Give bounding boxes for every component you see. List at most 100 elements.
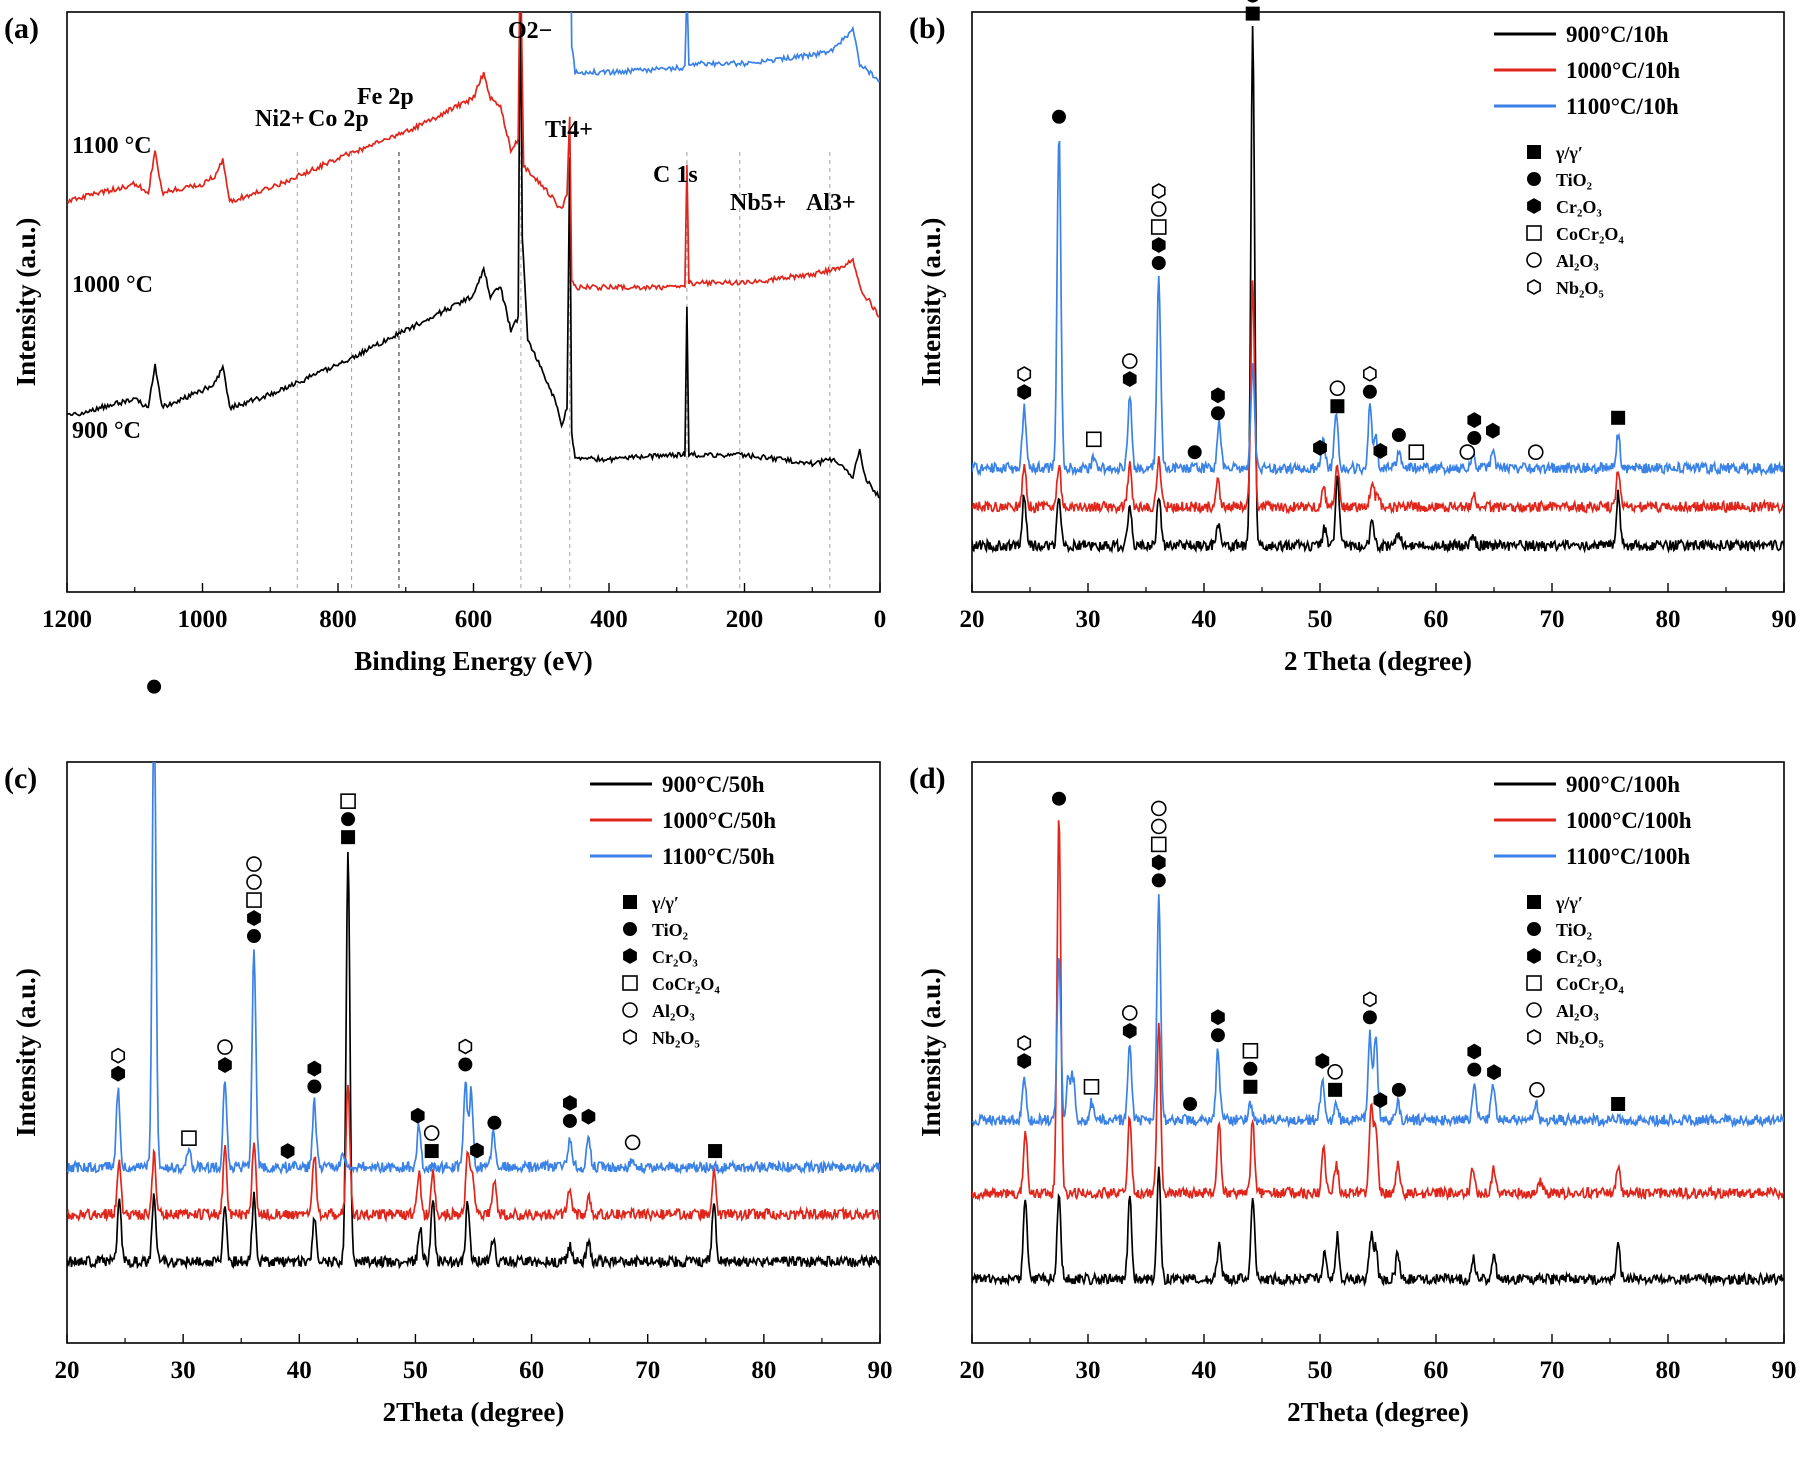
marker-tio2 — [1210, 406, 1225, 421]
marker-al2o3 — [1329, 380, 1346, 397]
marker-tio2 — [458, 1057, 473, 1072]
phase-legend-label: TiO₂ — [1556, 920, 1592, 940]
marker-nb2o5 — [1363, 991, 1377, 1008]
marker-cr2o3 — [1211, 387, 1225, 404]
legend-label: 1100°C/100h — [1566, 844, 1690, 869]
curve-label: 900 °C — [72, 418, 141, 444]
marker-cr2o3 — [1211, 1009, 1225, 1026]
marker-al2o3 — [423, 1125, 440, 1141]
panel-d: (d) 20 30 40 50 60 70 80 90 2Theta (degree) Intens… — [909, 761, 1797, 1427]
x-tick-label: 50 — [403, 1357, 428, 1384]
marker-gamma — [1330, 399, 1345, 414]
marker-tio2 — [1362, 384, 1377, 399]
marker-cocr2o4 — [340, 793, 356, 809]
legend-label: 1000°C/50h — [662, 808, 776, 833]
marker-al2o3 — [246, 874, 262, 890]
x-axis-label: 2Theta (degree) — [383, 1397, 565, 1427]
marker-cr2o3 — [1313, 439, 1327, 456]
marker-tio2 — [1362, 1010, 1377, 1025]
marker-al2o3 — [1526, 252, 1542, 268]
x-tick-label: 0 — [874, 606, 887, 633]
series-line-1 — [67, 12, 880, 319]
legend-label: 900°C/10h — [1566, 22, 1669, 47]
marker-cocr2o4 — [1526, 975, 1542, 991]
plot-area — [67, 12, 880, 592]
curve-label: 1000 °C — [72, 272, 153, 298]
series-line-2 — [972, 894, 1784, 1129]
x-tick-label: 60 — [519, 1357, 544, 1384]
series-line-2 — [570, 12, 880, 83]
marker-cr2o3 — [1151, 854, 1166, 871]
panel-label: (b) — [909, 12, 946, 45]
marker-cr2o3 — [1151, 237, 1166, 253]
marker-cr2o3 — [1467, 412, 1482, 429]
phase-legend-label: γ/γ′ — [651, 893, 679, 913]
x-tick-label: 30 — [1076, 1357, 1101, 1384]
x-tick-label: 1000 — [178, 606, 228, 633]
marker-tio2 — [246, 929, 261, 944]
marker-tio2 — [1527, 172, 1541, 186]
phase-legend-label: Al₂O₃ — [1556, 251, 1599, 271]
marker-tio2 — [1467, 431, 1482, 446]
marker-tio2 — [1243, 1061, 1258, 1076]
marker-tio2 — [562, 1113, 577, 1128]
marker-nb2o5 — [1151, 183, 1166, 199]
marker-gamma — [1527, 895, 1541, 909]
marker-al2o3 — [1150, 800, 1167, 817]
marker-cr2o3 — [1487, 1064, 1501, 1081]
x-tick-label: 1200 — [42, 606, 92, 633]
marker-tio2 — [307, 1079, 322, 1094]
series-line-1 — [972, 820, 1784, 1202]
marker-tio2 — [1247, 0, 1259, 3]
series-line-1 — [972, 280, 1784, 515]
marker-cr2o3 — [1122, 371, 1137, 388]
x-tick-label: 50 — [1308, 1357, 1333, 1384]
marker-cr2o3 — [218, 1057, 232, 1074]
x-tick-label: 40 — [1192, 606, 1217, 633]
marker-nb2o5 — [1363, 365, 1377, 382]
marker-tio2 — [1151, 873, 1166, 888]
x-tick-label: 70 — [1540, 1357, 1565, 1384]
panel-label: (d) — [909, 762, 946, 795]
phase-legend-label: Al₂O₃ — [652, 1001, 695, 1021]
x-axis-label: 2 Theta (degree) — [1284, 646, 1472, 676]
y-axis-label: Intensity (a.u.) — [11, 968, 41, 1137]
phase-legend-label: TiO₂ — [1556, 170, 1592, 190]
marker-gamma — [1328, 1082, 1343, 1097]
phase-legend-label: Cr₂O₃ — [1556, 197, 1602, 217]
series-line-0 — [67, 851, 880, 1271]
marker-cocr2o4 — [1150, 219, 1167, 235]
marker-al2o3 — [622, 1002, 638, 1018]
y-axis-label: Intensity (a.u.) — [916, 968, 946, 1137]
marker-cocr2o4 — [246, 892, 262, 908]
series-line-0 — [972, 1166, 1784, 1288]
series-line-2 — [67, 762, 880, 1176]
x-tick-label: 60 — [1424, 606, 1449, 633]
marker-cocr2o4 — [1526, 225, 1542, 241]
marker-gamma — [1245, 6, 1260, 21]
marker-al2o3 — [1121, 353, 1138, 369]
phase-legend-label: γ/γ′ — [1555, 893, 1583, 913]
marker-cr2o3 — [623, 948, 637, 964]
legend-label: 1000°C/10h — [1566, 58, 1680, 83]
x-tick-label: 50 — [1308, 606, 1333, 633]
phase-legend-label: CoCr₂O₄ — [652, 974, 720, 994]
y-axis-label: Intensity (a.u.) — [916, 218, 946, 387]
series-line-1 — [67, 1084, 880, 1223]
marker-cocr2o4 — [1242, 1042, 1259, 1059]
marker-al2o3 — [246, 856, 262, 872]
marker-cr2o3 — [111, 1065, 125, 1082]
reference-label: Ni2+ — [255, 106, 305, 132]
x-tick-label: 20 — [960, 1357, 985, 1384]
phase-legend-label: CoCr₂O₄ — [1556, 224, 1624, 244]
x-tick-label: 80 — [1656, 1357, 1681, 1384]
reference-label: Nb5+ — [730, 190, 786, 216]
marker-cr2o3 — [1315, 1053, 1330, 1069]
legend-label: 900°C/50h — [662, 772, 765, 797]
marker-al2o3 — [1150, 818, 1167, 835]
phase-legend-label: Cr₂O₃ — [1556, 947, 1602, 967]
marker-cr2o3 — [470, 1142, 484, 1159]
marker-cr2o3 — [307, 1060, 322, 1077]
marker-cr2o3 — [1017, 1053, 1032, 1069]
marker-cocr2o4 — [1408, 444, 1425, 461]
